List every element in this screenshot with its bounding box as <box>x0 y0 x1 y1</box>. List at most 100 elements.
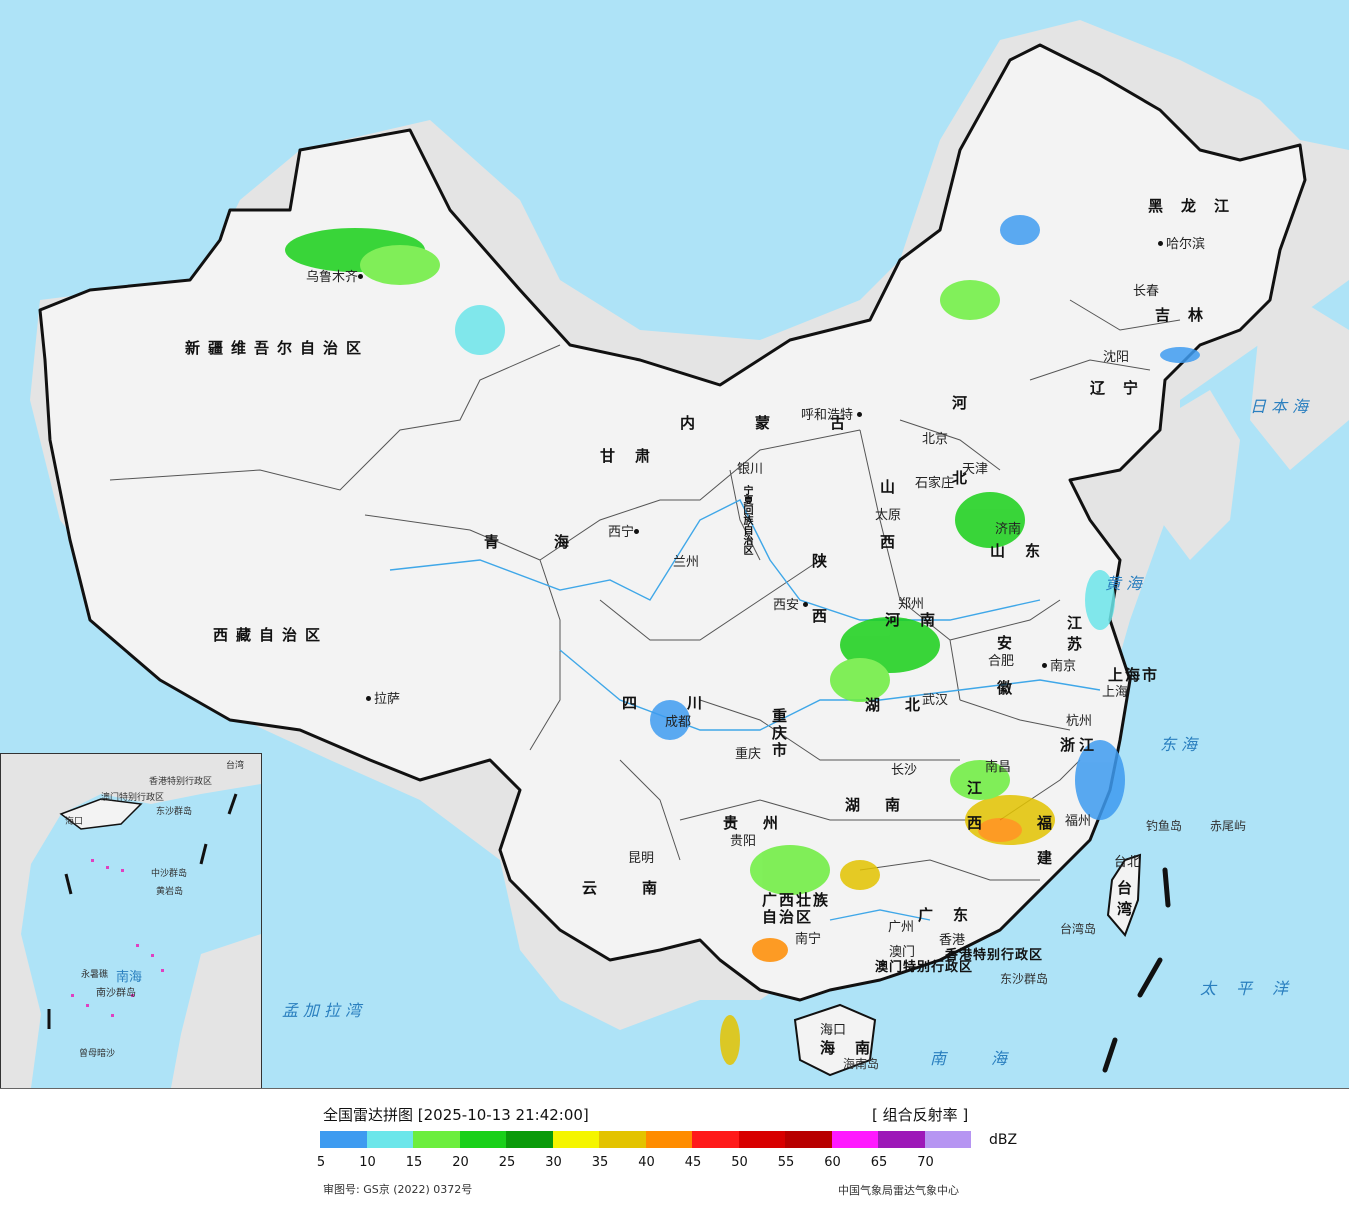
color-scale <box>320 1131 971 1148</box>
scale-cell <box>878 1131 925 1148</box>
city-label: 太原 <box>875 508 902 523</box>
scale-tick: 15 <box>405 1155 423 1170</box>
city-label: 海口 <box>820 1023 847 1038</box>
province-label: 重庆市 <box>770 708 788 759</box>
inset-island-label: 南沙群岛 <box>96 988 136 999</box>
scale-cell <box>645 1131 692 1148</box>
scale-tick: 50 <box>731 1155 748 1170</box>
province-label: 广东 <box>918 906 989 924</box>
sea-label: 黄海 <box>1105 574 1148 593</box>
scale-tick: 30 <box>545 1155 562 1170</box>
city-label: 郑州 <box>898 597 925 612</box>
organization-label: 中国气象局雷达气象中心 <box>838 1184 959 1197</box>
radar-echoes <box>285 215 1200 1065</box>
island-label: 台湾岛 <box>1060 922 1097 936</box>
island-label: 东沙群岛 <box>1000 972 1049 986</box>
city-label: 乌鲁木齐 <box>306 270 366 285</box>
product-label: [ 组合反射率 ] <box>872 1106 969 1124</box>
scale-cell <box>366 1131 413 1148</box>
city-label: 昆明 <box>628 851 655 866</box>
province-label: 山东 <box>990 542 1061 560</box>
province-label: 黑龙江 <box>1148 197 1248 215</box>
province-label: 辽宁 <box>1090 379 1157 397</box>
island-label: 赤尾屿 <box>1210 819 1247 833</box>
scale-tick: 65 <box>870 1155 888 1170</box>
inset-sea-label: 南海 <box>116 970 143 985</box>
city-label: 天津 <box>962 462 989 477</box>
scale-tick: 55 <box>777 1155 795 1170</box>
city-label: 长沙 <box>891 763 918 778</box>
city-label: 拉萨 <box>366 692 400 707</box>
province-label: 河南 <box>885 611 956 629</box>
city-label: 石家庄 <box>915 476 955 491</box>
sea-label: 日本海 <box>1250 397 1314 416</box>
province-label: 江苏 <box>1065 615 1083 657</box>
scale-cell <box>924 1131 971 1148</box>
province-label: 澳门特别行政区 <box>875 960 974 975</box>
korea-japan-land <box>1160 300 1349 560</box>
scale-tick: 60 <box>824 1155 841 1170</box>
inset-province-label: 台湾 <box>226 761 245 771</box>
city-label: 贵阳 <box>730 834 757 849</box>
island-label: 海南岛 <box>843 1057 880 1071</box>
radar-map: 新疆维吾尔自治区 西藏自治区 青海 甘肃 内蒙古 黑龙江 吉林 辽宁 河北 山西… <box>0 0 1349 1089</box>
province-label: 江西 <box>965 780 983 850</box>
province-label: 湖北 <box>865 696 946 714</box>
city-label: 南昌 <box>985 760 1012 775</box>
city-label: 武汉 <box>922 693 949 708</box>
city-label: 杭州 <box>1066 714 1093 729</box>
scale-tick: 20 <box>452 1155 469 1170</box>
province-borders <box>109 299 1181 881</box>
scale-cell <box>459 1131 506 1148</box>
province-label: 浙江 <box>1060 736 1099 754</box>
inset-island-label: 中沙群岛 <box>151 869 188 879</box>
city-label: 重庆 <box>735 747 762 762</box>
scale-tick: 45 <box>684 1155 702 1170</box>
island-label: 钓鱼岛 <box>1146 819 1183 833</box>
province-label: 吉林 <box>1155 306 1222 324</box>
inset-region-label: 香港特别行政区 <box>149 777 213 787</box>
scale-cell <box>785 1131 832 1148</box>
city-label: 西宁 <box>608 525 642 540</box>
province-label: 西藏自治区 <box>213 626 329 644</box>
province-label: 广西壮族自治区 <box>762 891 831 926</box>
scale-tick: 35 <box>591 1155 609 1170</box>
inset-island-label: 曾母暗沙 <box>79 1049 116 1059</box>
inset-canvas <box>1 754 261 1088</box>
province-label: 贵州 <box>723 814 804 832</box>
scale-cell <box>692 1131 739 1148</box>
legend-panel <box>0 1089 1349 1208</box>
city-label: 广州 <box>888 920 915 935</box>
province-label: 福建 <box>1035 815 1053 885</box>
city-label: 南京 <box>1042 659 1076 674</box>
review-number: 审图号: GS京 (2022) 0372号 <box>323 1183 473 1196</box>
city-label: 济南 <box>995 522 1022 537</box>
province-label: 四川 <box>622 694 753 712</box>
city-label: 福州 <box>1065 814 1092 829</box>
city-label: 合肥 <box>988 654 1015 669</box>
city-label: 沈阳 <box>1103 350 1130 365</box>
province-label: 甘肃 <box>600 447 671 465</box>
province-label: 河北 <box>950 395 968 545</box>
taiwan-island <box>1106 853 1142 937</box>
scale-cell <box>320 1131 367 1148</box>
city-label: 长春 <box>1133 284 1160 299</box>
city-label: 西安 <box>773 598 811 613</box>
city-label: 台北 <box>1114 855 1141 870</box>
scale-tick: 70 <box>917 1155 934 1170</box>
province-label: 内蒙古 <box>680 414 906 432</box>
province-label: 海南 <box>820 1039 891 1057</box>
south-china-sea-inset: 南海 中沙群岛 黄岩岛 永暑礁 南沙群岛 曾母暗沙 东沙群岛 海口 台湾 香港特… <box>0 753 262 1088</box>
nine-dash-line <box>1102 867 1171 1073</box>
inset-island-label: 永暑礁 <box>81 970 109 980</box>
sea-label: 南海 <box>930 1049 1053 1068</box>
province-label: 青海 <box>484 533 625 551</box>
scale-tick: 5 <box>316 1155 326 1170</box>
province-label: 湖南 <box>845 796 926 814</box>
province-label: 山西 <box>878 479 896 589</box>
scale-cell <box>552 1131 599 1148</box>
legend-title: 全国雷达拼图 [2025-10-13 21:42:00] <box>323 1106 589 1124</box>
hainan-island <box>793 1003 877 1077</box>
province-label: 云南 <box>582 879 703 897</box>
scale-cell <box>506 1131 553 1148</box>
